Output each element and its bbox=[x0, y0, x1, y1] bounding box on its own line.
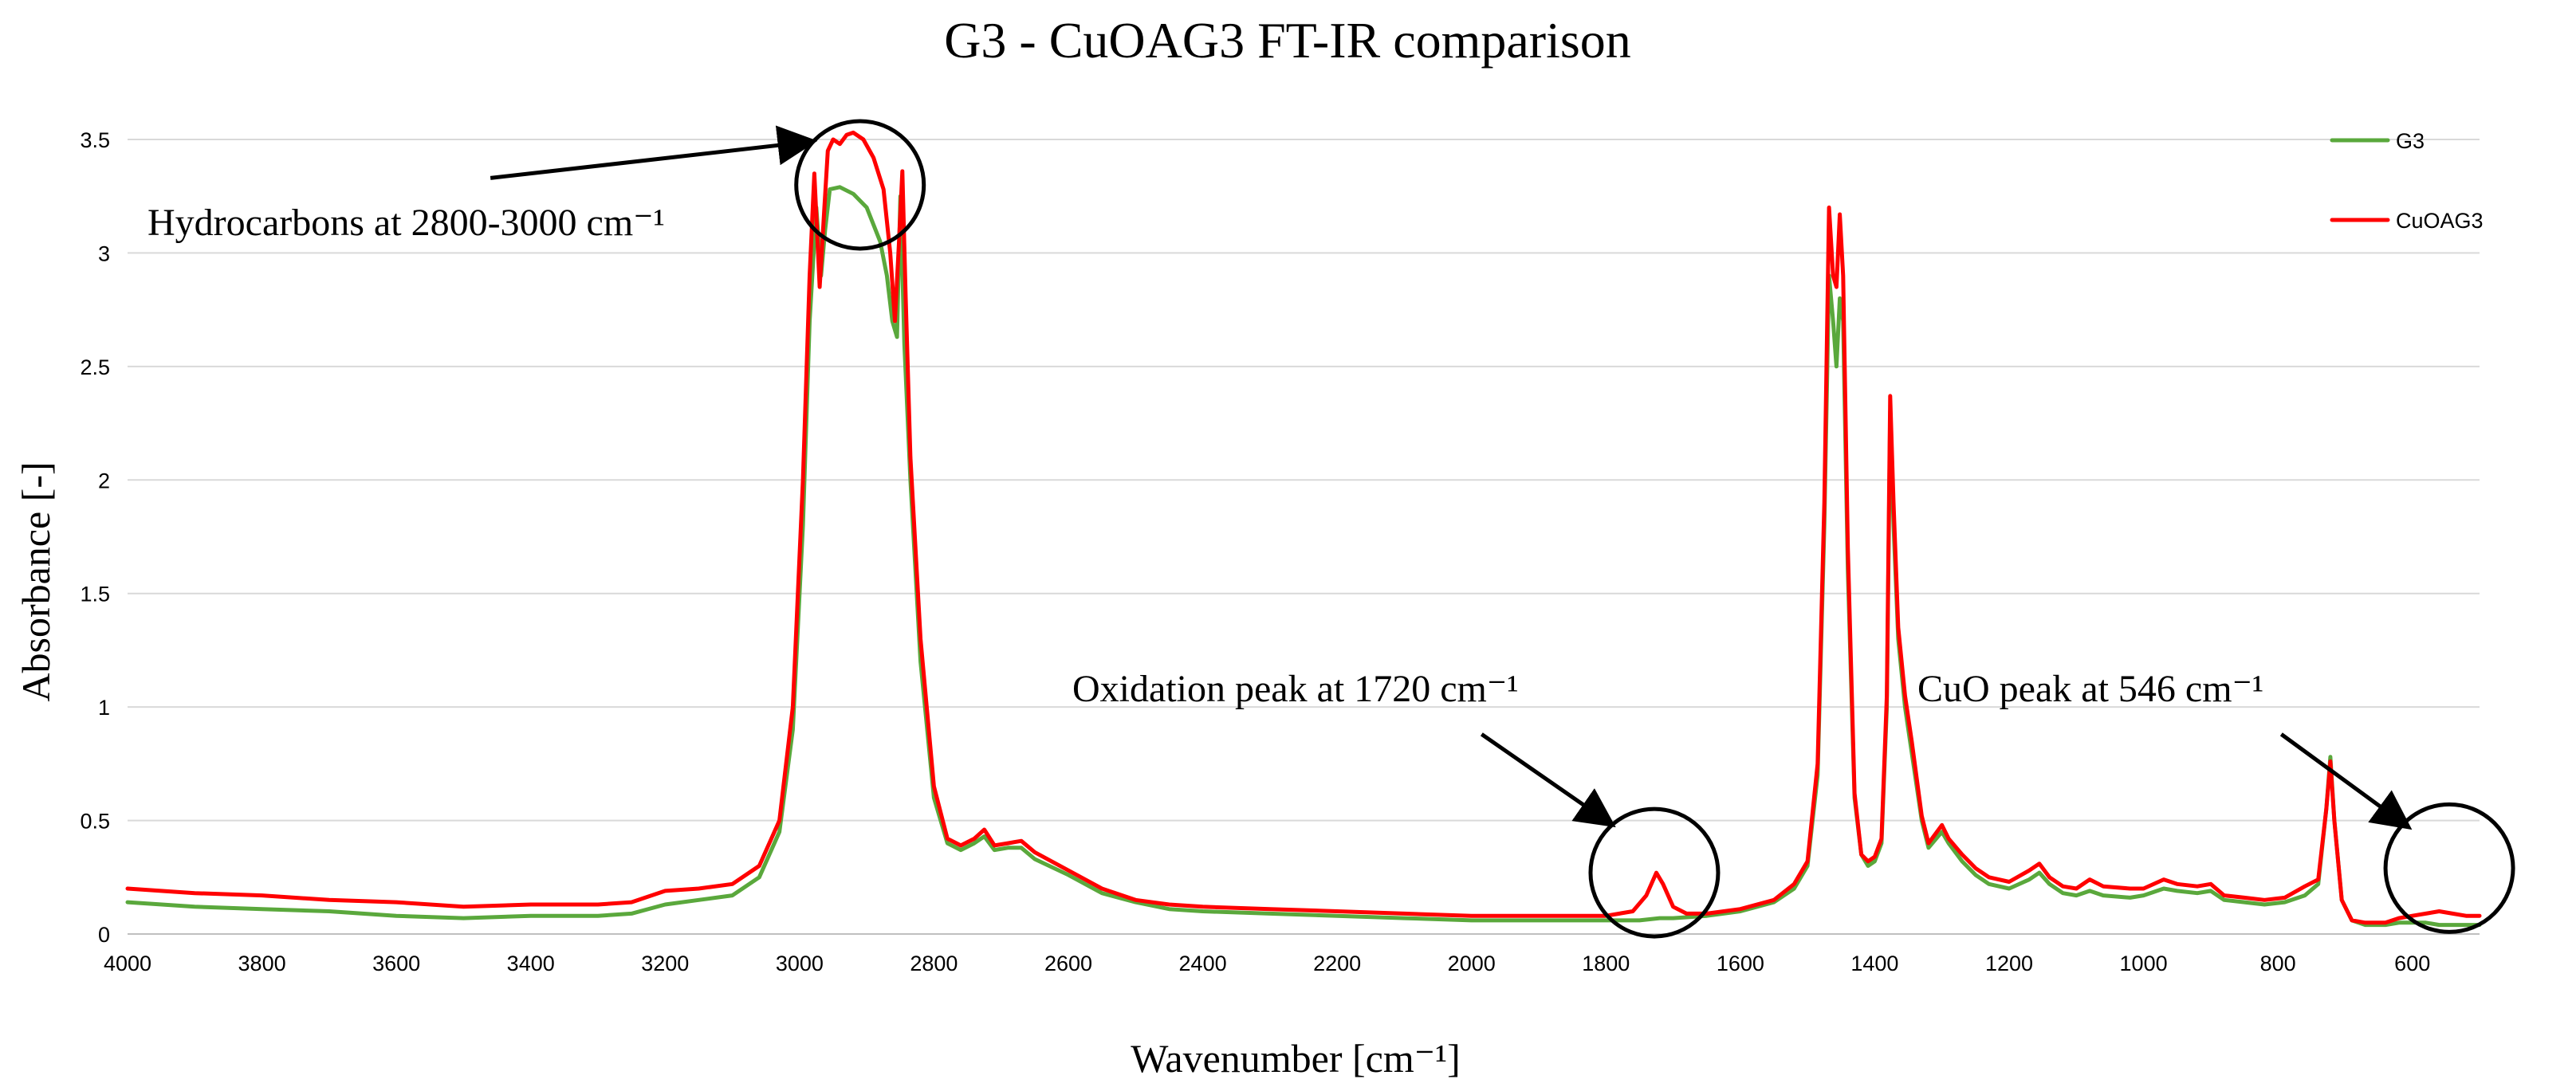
annotation-circle-cuo bbox=[2383, 802, 2515, 934]
y-tick-label: 3 bbox=[98, 241, 110, 265]
series-layer bbox=[125, 130, 2482, 928]
y-tick-labels: 0 0.5 1 1.5 2 2.5 3 3.5 bbox=[80, 128, 110, 947]
x-tick-label: 3800 bbox=[238, 952, 286, 975]
annotation-arrow-cuo bbox=[2279, 732, 2413, 830]
series-line-cuoag3 bbox=[125, 130, 2482, 925]
x-tick-label: 1200 bbox=[1985, 952, 2033, 975]
y-axis-label: Absorbance [-] bbox=[14, 461, 58, 701]
x-tick-labels: 4000 3800 3600 3400 3200 3000 2800 2600 2400 2200… bbox=[104, 952, 2430, 975]
y-tick-label: 3.5 bbox=[80, 128, 110, 152]
x-tick-label: 3000 bbox=[776, 952, 824, 975]
x-tick-label: 600 bbox=[2394, 952, 2430, 975]
x-tick-label: 2000 bbox=[1448, 952, 1496, 975]
x-tick-label: 800 bbox=[2260, 952, 2296, 975]
annotation-circle-hydrocarbons bbox=[794, 119, 926, 251]
x-tick-label: 2200 bbox=[1313, 952, 1361, 975]
x-axis-label: Wavenumber [cm⁻¹] bbox=[1131, 1036, 1461, 1081]
y-tick-label: 2 bbox=[98, 469, 110, 493]
y-tick-label: 2.5 bbox=[80, 355, 110, 379]
chart-title: G3 - CuOAG3 FT-IR comparison bbox=[944, 12, 1631, 69]
legend-label-cuoag3: CuOAG3 bbox=[2396, 209, 2484, 233]
x-tick-label: 2800 bbox=[910, 952, 958, 975]
x-tick-label: 3400 bbox=[507, 952, 555, 975]
annotation-cuo-text: CuO peak at 546 cm⁻¹ bbox=[1917, 668, 2263, 710]
legend: G3 CuOAG3 bbox=[2330, 129, 2484, 233]
annotation-arrow-hydrocarbons bbox=[490, 125, 818, 180]
x-tick-label: 1000 bbox=[2120, 952, 2168, 975]
annotation-oxidation-text: Oxidation peak at 1720 cm⁻¹ bbox=[1072, 668, 1519, 710]
y-tick-label: 1 bbox=[98, 696, 110, 720]
x-tick-label: 3200 bbox=[641, 952, 689, 975]
annotation-arrow-oxidation bbox=[1480, 732, 1616, 828]
x-tick-label: 3600 bbox=[372, 952, 420, 975]
annotation-hydrocarbons-text: Hydrocarbons at 2800-3000 cm⁻¹ bbox=[147, 202, 665, 244]
x-tick-label: 1600 bbox=[1717, 952, 1764, 975]
annotations: Hydrocarbons at 2800-3000 cm⁻¹ Oxidation… bbox=[147, 119, 2515, 939]
x-tick-label: 2400 bbox=[1179, 952, 1227, 975]
grid-layer bbox=[128, 138, 2480, 822]
y-tick-label: 0.5 bbox=[80, 810, 110, 834]
legend-label-g3: G3 bbox=[2396, 129, 2425, 153]
y-tick-label: 1.5 bbox=[80, 583, 110, 606]
x-tick-label: 1800 bbox=[1582, 952, 1630, 975]
annotation-circle-oxidation bbox=[1588, 806, 1721, 939]
x-tick-label: 1400 bbox=[1850, 952, 1898, 975]
x-tick-label: 2600 bbox=[1044, 952, 1092, 975]
x-tick-label: 4000 bbox=[104, 952, 151, 975]
y-tick-label: 0 bbox=[98, 923, 110, 947]
